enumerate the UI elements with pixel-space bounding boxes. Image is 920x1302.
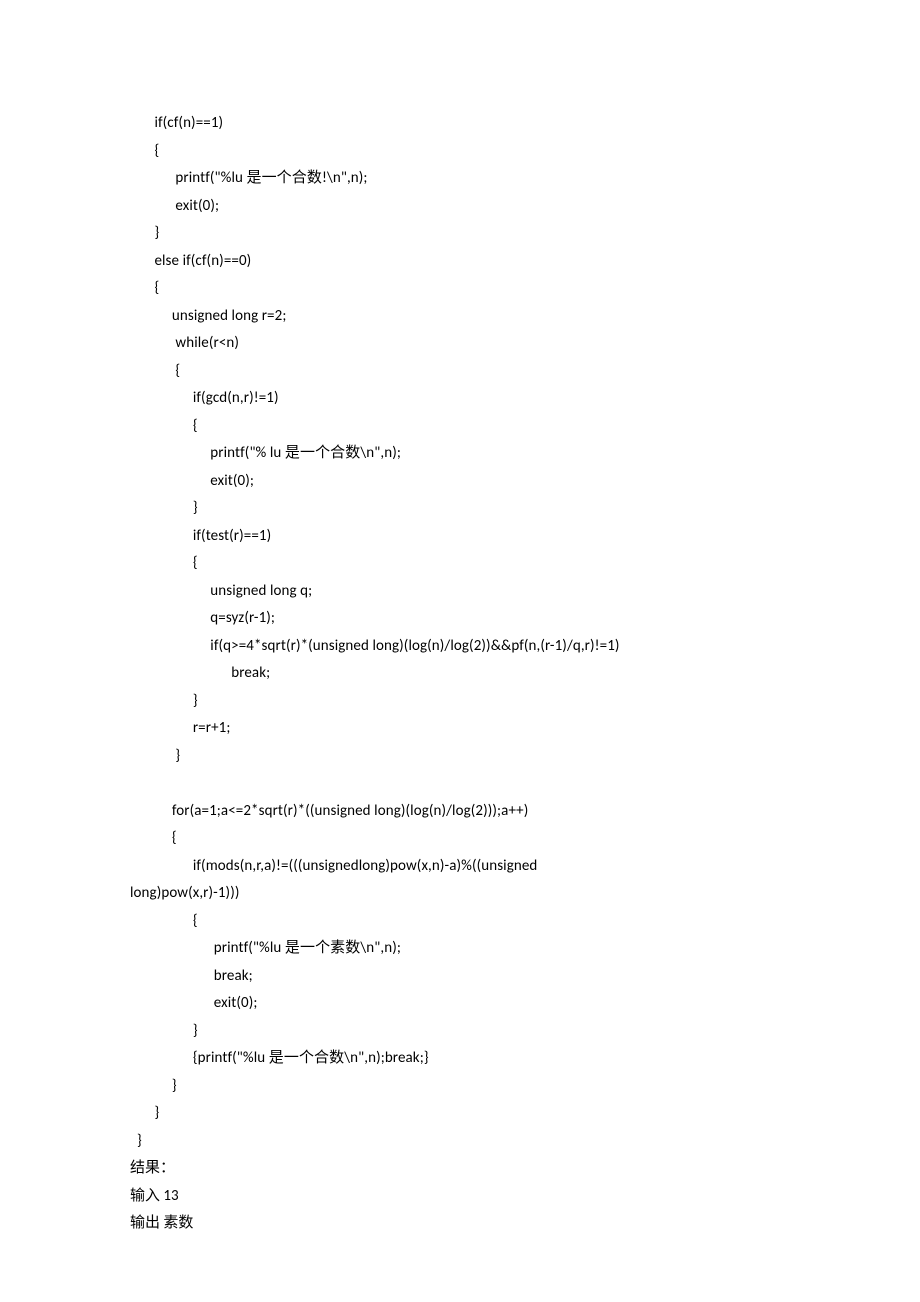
code-line: else if(cf(n)==0) [130,252,251,270]
code-line: printf("%lu 是一个素数\n",n); [130,939,401,957]
code-line: unsigned long r=2; [130,307,286,325]
code-line: } [130,692,198,710]
code-line: } [130,747,180,765]
code-line: { [130,417,198,435]
code-line: { [130,554,198,572]
code-line: if(q>=4*sqrt(r)*(unsigned long)(log(n)/l… [130,637,620,655]
result-label: 结果： [130,1155,810,1183]
result-input-line: 输入 13 [130,1183,810,1211]
code-line: } [130,499,198,517]
code-block: if(cf(n)==1) { printf("%lu 是一个合数!\n",n);… [130,110,810,1155]
code-line: { [130,912,198,930]
code-line: { [130,142,159,160]
code-line: exit(0); [130,472,254,490]
code-line: if(gcd(n,r)!=1) [130,389,279,407]
code-line: { [130,829,177,847]
document-page: if(cf(n)==1) { printf("%lu 是一个合数!\n",n);… [0,0,920,1302]
code-line: exit(0); [130,197,219,215]
code-line: long)pow(x,r)-1))) [130,884,240,902]
code-line: } [130,1132,142,1150]
code-line: printf("% lu 是一个合数\n",n); [130,444,401,462]
code-line: printf("%lu 是一个合数!\n",n); [130,169,368,187]
code-line: break; [130,664,270,682]
code-line: break; [130,967,253,985]
code-line: {printf("%lu 是一个合数\n",n);break;} [130,1049,429,1067]
code-line: { [130,279,159,297]
code-line: if(mods(n,r,a)!=(((unsignedlong)pow(x,n)… [130,857,537,875]
code-line: } [130,1077,177,1095]
code-line: if(cf(n)==1) [130,114,223,132]
code-line: } [130,1104,159,1122]
code-line: if(test(r)==1) [130,527,271,545]
code-line: unsigned long q; [130,582,312,600]
code-line: for(a=1;a<=2*sqrt(r)*((unsigned long)(lo… [130,802,528,820]
code-line: q=syz(r-1); [130,609,275,627]
code-line: while(r<n) [130,334,239,352]
code-line: { [130,362,180,380]
code-line: exit(0); [130,994,258,1012]
code-line: } [130,224,159,242]
code-line: r=r+1; [130,719,230,737]
result-output-line: 输出 素数 [130,1210,810,1238]
code-line: } [130,1022,198,1040]
